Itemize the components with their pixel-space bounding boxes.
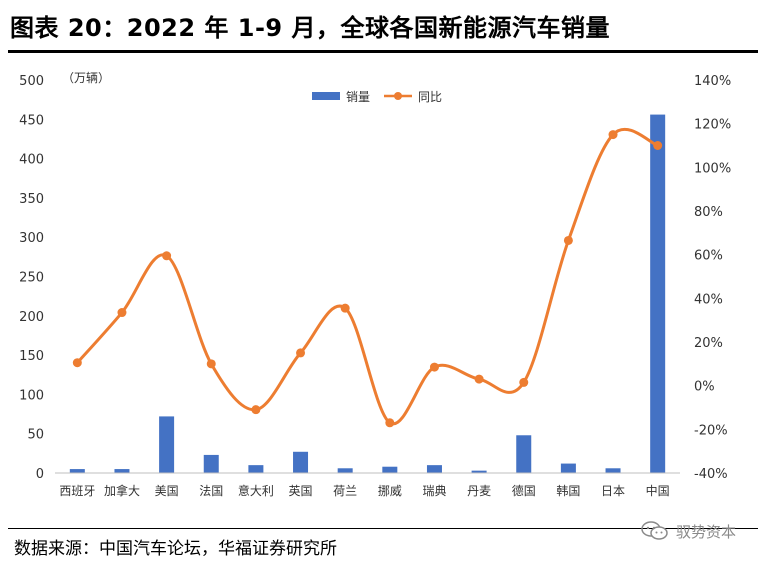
- wechat-icon: [641, 521, 668, 540]
- x-tick-label: 丹麦: [467, 484, 491, 498]
- x-tick-label: 荷兰: [333, 484, 357, 498]
- left-tick-label: 300: [19, 231, 44, 246]
- yoy-point-西班牙: [72, 358, 82, 368]
- yoy-point-挪威: [385, 418, 395, 428]
- line-series: [72, 127, 663, 428]
- x-tick-label: 英国: [289, 484, 313, 498]
- right-tick-label: -20%: [694, 423, 728, 438]
- unit-label: （万辆）: [62, 71, 110, 85]
- left-tick-label: 500: [19, 74, 44, 89]
- legend-bar-label: 销量: [346, 90, 370, 104]
- x-tick-label: 韩国: [556, 483, 580, 498]
- legend-bar-swatch: [312, 92, 340, 100]
- right-tick-label: 60%: [694, 249, 723, 264]
- bar-韩国: [560, 463, 576, 473]
- yoy-point-加拿大: [117, 308, 127, 318]
- yoy-point-英国: [296, 348, 306, 358]
- bar-英国: [293, 451, 309, 473]
- bar-中国: [650, 114, 666, 474]
- right-tick-label: 40%: [694, 292, 723, 307]
- right-tick-label: 100%: [694, 161, 731, 176]
- left-tick-label: 50: [27, 428, 44, 443]
- yoy-point-中国: [653, 141, 663, 150]
- x-tick-label: 德国: [512, 483, 536, 498]
- bar-荷兰: [337, 468, 353, 473]
- chart-title: 图表 20：2022 年 1-9 月，全球各国新能源汽车销量: [10, 14, 610, 42]
- x-tick-label: 西班牙: [59, 484, 95, 498]
- x-tick-label: 加拿大: [104, 483, 140, 498]
- bar-日本: [605, 468, 621, 473]
- left-tick-label: 150: [19, 349, 44, 364]
- x-tick-label: 中国: [646, 483, 670, 498]
- left-tick-label: 100: [19, 388, 44, 403]
- right-tick-label: 0%: [694, 380, 715, 395]
- title-divider: [8, 50, 758, 53]
- left-tick-label: 250: [19, 271, 44, 286]
- yoy-line: [76, 127, 659, 426]
- chart-area: 0 50 100 150 200 250 300 350 400 450 500 -40% -20% 0…: [19, 71, 731, 498]
- right-tick-label: 20%: [694, 336, 723, 351]
- right-tick-label: 80%: [694, 205, 723, 220]
- bar-美国: [159, 416, 175, 473]
- bar-series: [69, 114, 666, 474]
- left-tick-label: 450: [19, 113, 44, 128]
- yoy-point-德国: [519, 377, 529, 387]
- watermark-text: 驭势资本: [676, 522, 737, 541]
- left-tick-label: 350: [19, 192, 44, 207]
- x-tick-label: 法国: [199, 484, 223, 498]
- legend-line-marker: [394, 92, 402, 100]
- x-tick-label: 意大利: [238, 483, 274, 498]
- yoy-point-美国: [162, 251, 172, 261]
- bar-瑞典: [426, 465, 442, 473]
- right-axis: -40% -20% 0% 20% 40% 60% 80% 100% 120% 140%: [694, 74, 731, 482]
- x-axis: 西班牙 加拿大 美国 法国 意大利 英国 荷兰 挪威 瑞典 丹麦 德国 韩国 日本 中国: [55, 472, 680, 498]
- source-note: 数据来源：中国汽车论坛，华福证券研究所: [14, 539, 337, 559]
- footer-divider: [8, 528, 758, 529]
- bar-挪威: [382, 466, 398, 473]
- yoy-point-韩国: [563, 235, 573, 245]
- bar-法国: [203, 454, 219, 473]
- yoy-point-意大利: [251, 405, 261, 415]
- yoy-point-瑞典: [429, 362, 439, 372]
- x-tick-label: 瑞典: [422, 484, 446, 498]
- bar-丹麦: [471, 470, 487, 473]
- yoy-point-丹麦: [474, 374, 484, 384]
- left-tick-label: 400: [19, 153, 44, 168]
- left-tick-label: 0: [36, 467, 44, 482]
- right-tick-label: 140%: [694, 74, 731, 89]
- yoy-point-荷兰: [340, 303, 350, 313]
- x-tick-label: 日本: [601, 484, 625, 498]
- bar-德国: [516, 435, 532, 473]
- right-tick-label: 120%: [694, 118, 731, 133]
- watermark: 驭势资本: [640, 520, 736, 542]
- bar-西班牙: [69, 469, 85, 473]
- yoy-point-日本: [608, 130, 618, 140]
- bar-意大利: [248, 465, 264, 473]
- right-tick-label: -40%: [694, 467, 728, 482]
- legend: 销量 同比: [312, 90, 442, 104]
- legend-line-label: 同比: [418, 90, 442, 104]
- x-tick-label: 挪威: [378, 484, 402, 498]
- left-tick-label: 200: [19, 310, 44, 325]
- x-tick-label: 美国: [155, 484, 179, 498]
- bar-加拿大: [114, 469, 130, 473]
- yoy-point-法国: [206, 359, 216, 369]
- left-axis: 0 50 100 150 200 250 300 350 400 450 500: [19, 74, 44, 482]
